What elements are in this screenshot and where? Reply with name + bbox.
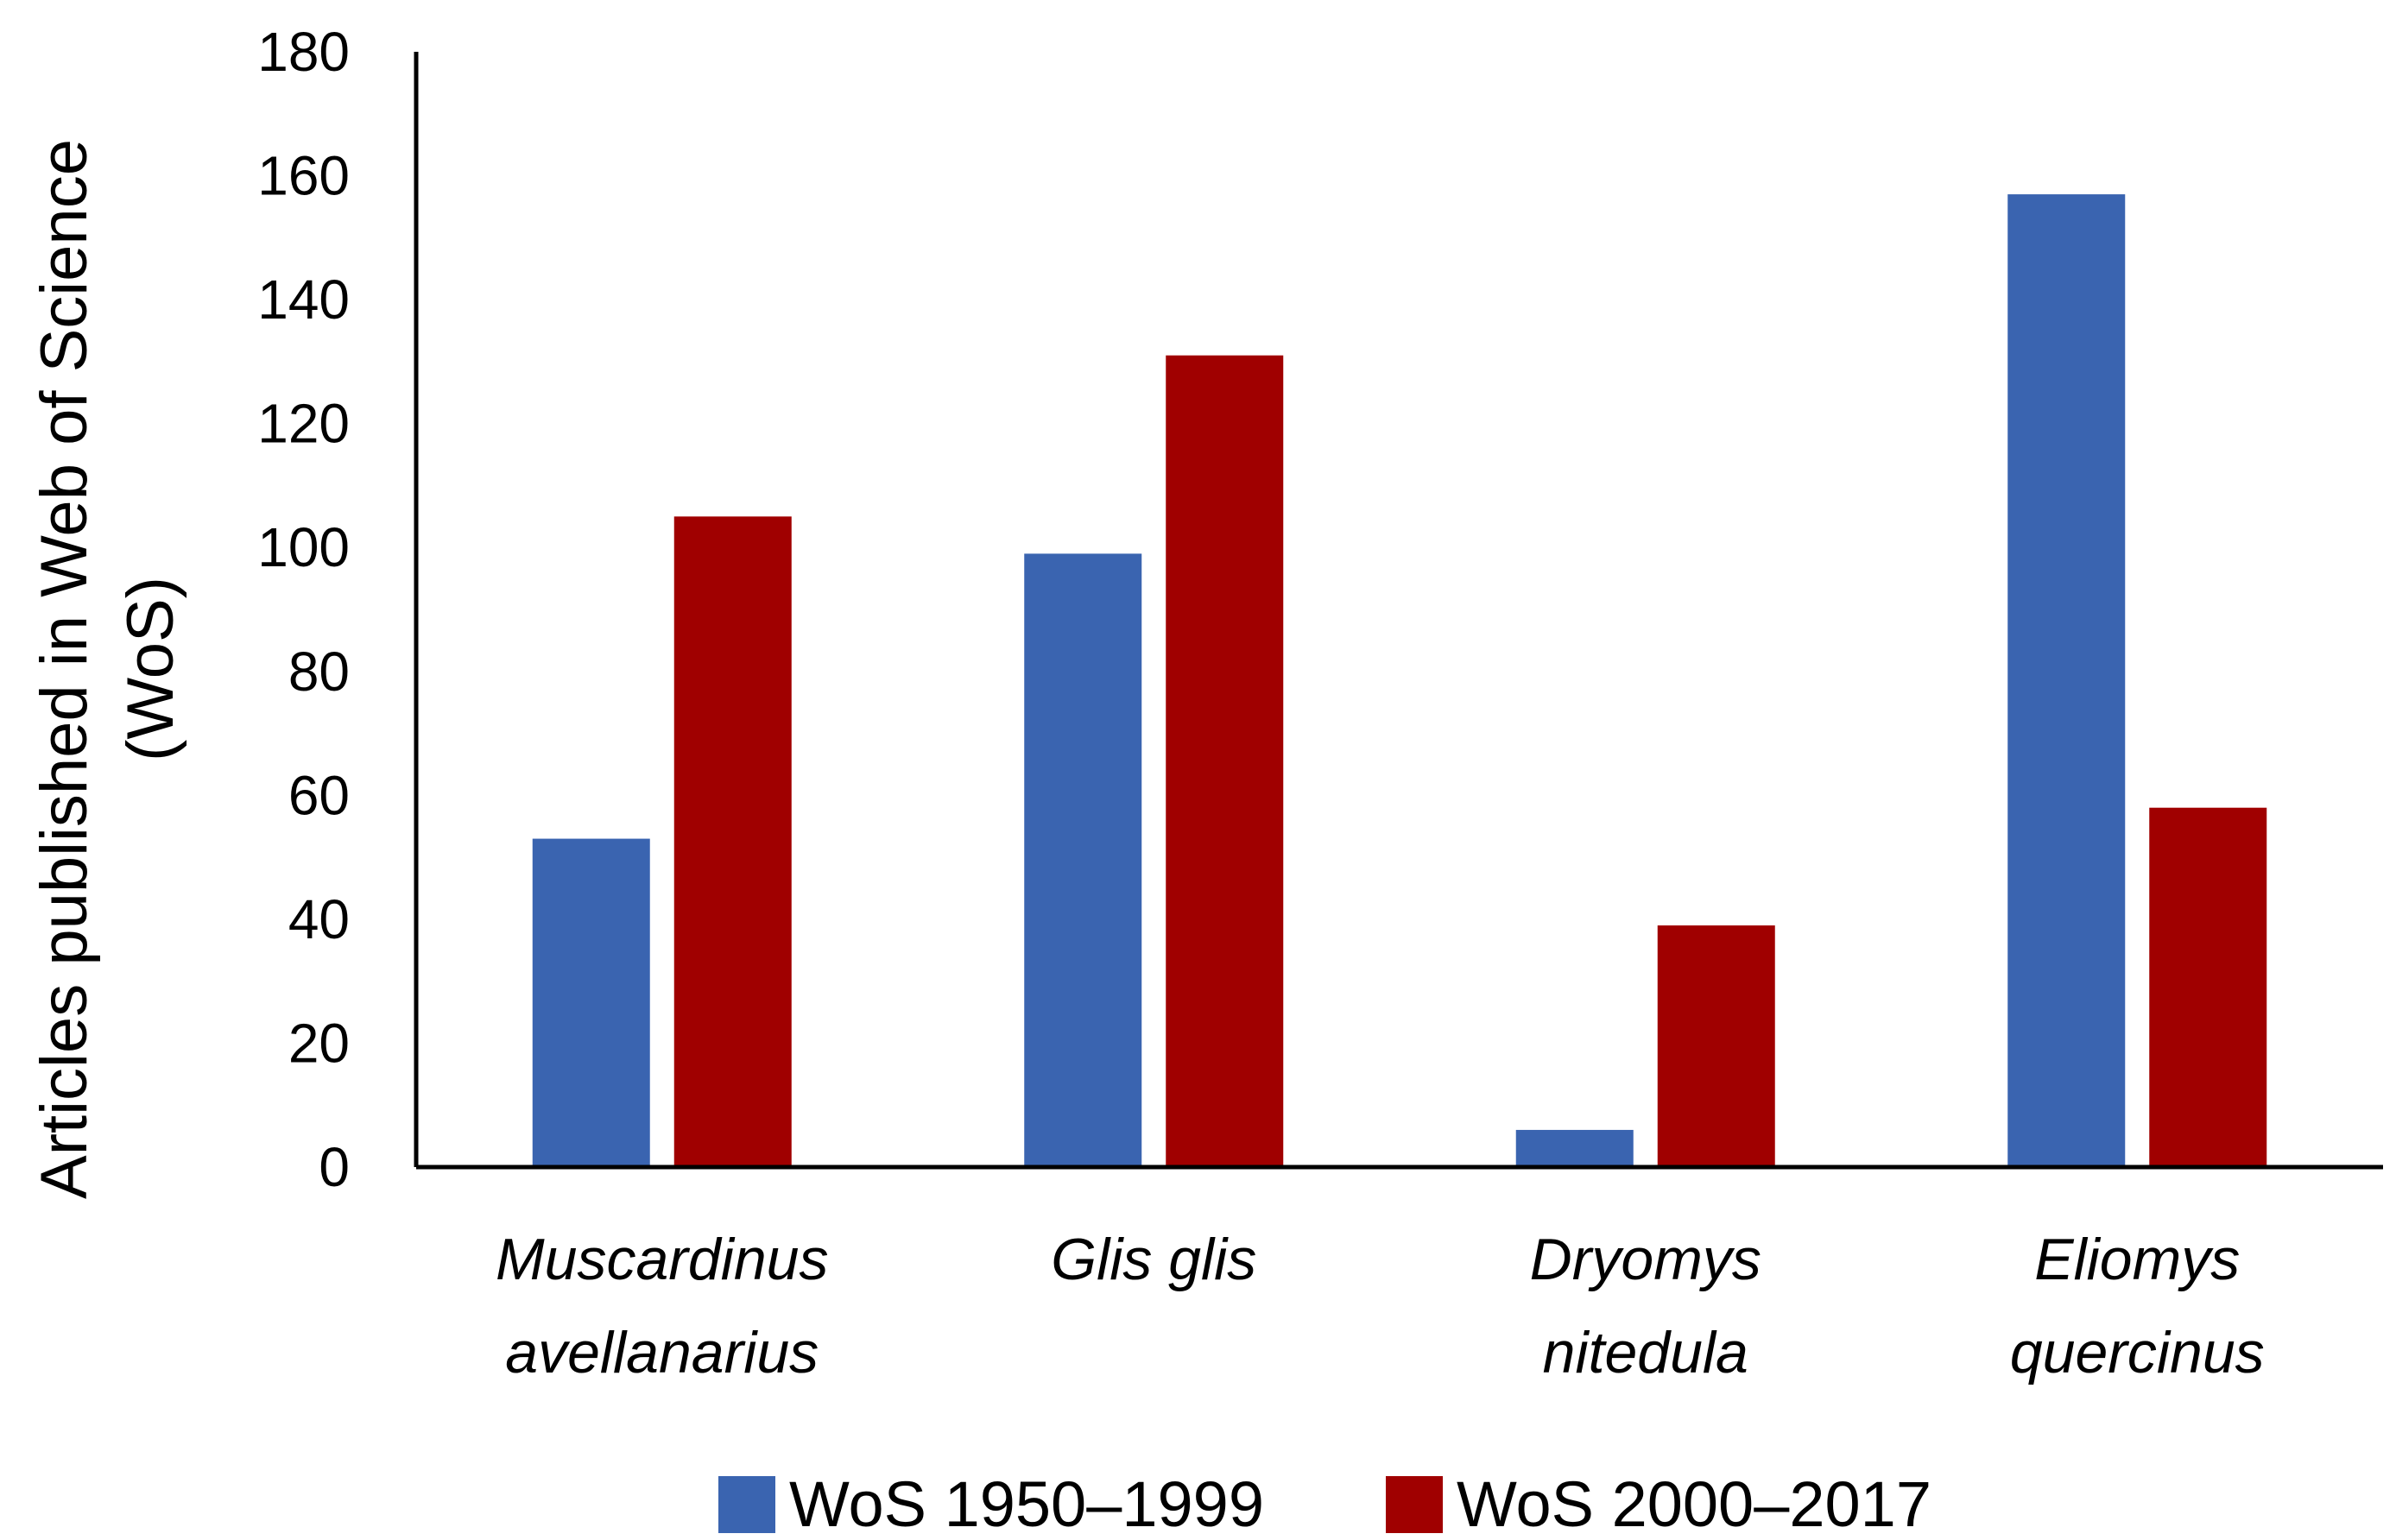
y-tick-label: 40 xyxy=(288,888,350,950)
y-axis-title-line: (WoS) xyxy=(114,577,187,761)
y-axis-label: Articles published in Web of Science (WoS… xyxy=(28,139,187,1199)
x-category-label: Muscardinus xyxy=(496,1227,829,1292)
y-tick-label: 140 xyxy=(257,268,350,331)
x-axis-categories: Muscardinus avellanarius Glis glis Dryomys n… xyxy=(496,1227,2265,1385)
bar-wos-2000-2017 xyxy=(1657,925,1775,1167)
y-tick-label: 160 xyxy=(257,145,350,207)
legend-swatch xyxy=(1386,1476,1443,1533)
bar-wos-1950-1999 xyxy=(1024,553,1142,1167)
y-axis-ticks: 0 20 40 60 80 100 120 140 160 180 xyxy=(257,21,350,1198)
bars xyxy=(532,194,2267,1168)
y-tick-label: 20 xyxy=(288,1012,350,1074)
legend-swatch xyxy=(718,1476,775,1533)
legend-label: WoS 1950–1999 xyxy=(789,1468,1264,1540)
bar-wos-2000-2017 xyxy=(2149,807,2267,1167)
bar-wos-1950-1999 xyxy=(2007,194,2126,1168)
x-category-label: Dryomys xyxy=(1530,1227,1761,1292)
x-category-label: Eliomys xyxy=(2034,1227,2240,1292)
y-tick-label: 120 xyxy=(257,393,350,455)
y-tick-label: 80 xyxy=(288,641,350,703)
x-category-label: Glis glis xyxy=(1051,1227,1256,1292)
y-tick-label: 0 xyxy=(319,1136,350,1198)
x-category-label: nitedula xyxy=(1543,1320,1748,1385)
bar-wos-2000-2017 xyxy=(673,516,792,1167)
y-tick-label: 180 xyxy=(257,21,350,83)
bar-wos-1950-1999 xyxy=(1515,1129,1634,1167)
y-tick-label: 100 xyxy=(257,516,350,578)
x-category-label: quercinus xyxy=(2010,1320,2265,1385)
bar-wos-1950-1999 xyxy=(532,838,650,1167)
bar-wos-2000-2017 xyxy=(1166,355,1284,1167)
legend: WoS 1950–1999 WoS 2000–2017 xyxy=(718,1468,1931,1540)
legend-label: WoS 2000–2017 xyxy=(1457,1468,1931,1540)
y-axis-title-line: Articles published in Web of Science xyxy=(28,139,101,1199)
y-tick-label: 60 xyxy=(288,764,350,826)
x-category-label: avellanarius xyxy=(505,1320,819,1385)
